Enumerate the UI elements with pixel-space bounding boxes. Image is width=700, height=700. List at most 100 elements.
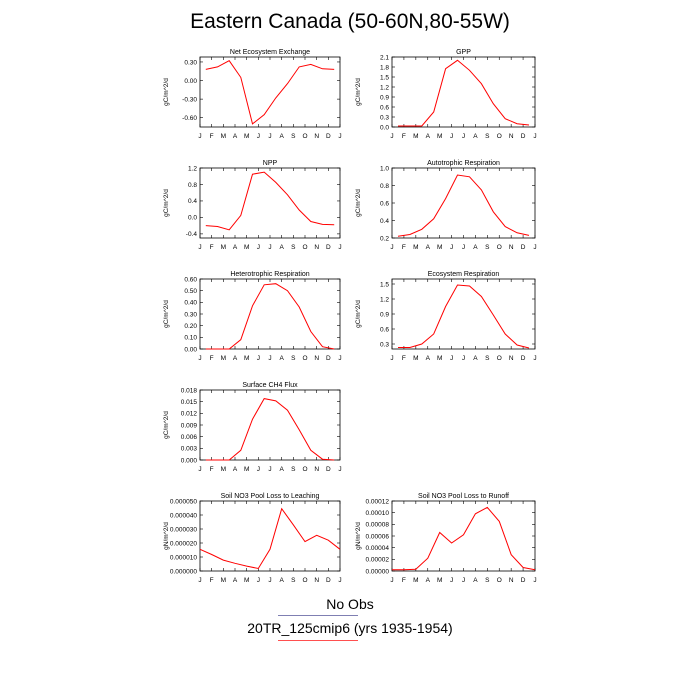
- x-tick-label: N: [509, 577, 514, 584]
- chart-panel-8: Soil NO3 Pool Loss to LeachinggN/m^2/d0.…: [163, 493, 342, 584]
- y-tick-label: 0.60: [184, 276, 197, 283]
- chart-panel-1: Net Ecosystem Exchange gC/m^2/d 0.30 0.00 -0…: [163, 49, 342, 140]
- x-tick-label: S: [485, 577, 490, 584]
- chart-title: Autotrophic Respiration: [427, 160, 500, 167]
- x-tick-label: J: [198, 466, 201, 473]
- y-tick-label: 0.0: [188, 215, 197, 222]
- x-tick-label: J: [450, 244, 453, 251]
- y-tick-label: 0.006: [181, 434, 198, 441]
- y-axis-label: gC/m^2/d: [163, 300, 170, 328]
- x-tick-label: F: [210, 466, 214, 473]
- y-tick-label: 0.00000: [366, 568, 390, 575]
- x-tick-label: J: [257, 577, 260, 584]
- x-tick-label: O: [302, 244, 307, 251]
- x-tick-label: M: [437, 355, 442, 362]
- y-tick-label: 0.3: [380, 341, 389, 348]
- x-tick-label: N: [314, 133, 319, 140]
- x-tick-label: A: [426, 133, 431, 140]
- x-tick-label: S: [291, 355, 296, 362]
- x-tick-label: O: [497, 133, 502, 140]
- x-tick-label: M: [244, 244, 249, 251]
- x-tick-label: A: [233, 355, 238, 362]
- y-tick-label: 0.9: [380, 94, 389, 101]
- x-tick-label: M: [413, 244, 418, 251]
- x-tick-label: D: [521, 355, 526, 362]
- series-line: [205, 283, 335, 350]
- y-tick-label: 0.015: [181, 399, 198, 406]
- y-tick-label: 1.2: [380, 296, 389, 303]
- x-tick-label: M: [413, 355, 418, 362]
- x-tick-label: M: [221, 466, 226, 473]
- y-tick-label: 0.10: [184, 335, 197, 342]
- y-tick-label: 0.9: [380, 311, 389, 318]
- y-axis-label: gC/m^2/d: [355, 189, 362, 217]
- x-tick-label: J: [338, 133, 341, 140]
- y-tick-label: 0.003: [181, 446, 198, 453]
- x-tick-label: S: [291, 244, 296, 251]
- y-tick-label: 1.2: [380, 84, 389, 91]
- y-axis-label: gN/m^2/d: [355, 522, 362, 550]
- plot-frame: [391, 56, 536, 128]
- chart-title: GPP: [456, 49, 471, 56]
- chart-panel-7: Surface CH4 Flux gC/m^2/d 0.000 0.003 0.006 0…: [163, 382, 342, 473]
- x-tick-label: A: [426, 577, 431, 584]
- y-tick-label: 1.5: [380, 74, 389, 81]
- series-line: [205, 398, 335, 461]
- y-tick-label: 0.000: [181, 457, 198, 464]
- y-tick-label: 1.2: [188, 165, 197, 172]
- x-tick-label: J: [257, 133, 260, 140]
- x-tick-label: J: [198, 577, 201, 584]
- x-tick-label: A: [473, 577, 478, 584]
- x-tick-label: M: [221, 133, 226, 140]
- page-title: Eastern Canada (50-60N,80-55W): [190, 10, 510, 33]
- legend-obs-line: [278, 615, 358, 616]
- y-tick-label: 0.40: [184, 300, 197, 307]
- x-tick-label: J: [390, 133, 393, 140]
- x-tick-label: F: [402, 244, 406, 251]
- x-tick-label: A: [426, 355, 431, 362]
- y-tick-label: 1.5: [380, 281, 389, 288]
- x-tick-label: M: [244, 133, 249, 140]
- x-tick-label: M: [413, 133, 418, 140]
- chart-title: NPP: [263, 160, 278, 167]
- x-tick-label: D: [326, 244, 331, 251]
- x-tick-label: S: [485, 244, 490, 251]
- plot-frame: [199, 278, 341, 350]
- y-tick-label: 0.30: [184, 311, 197, 318]
- x-tick-label: J: [268, 466, 271, 473]
- x-tick-label: A: [233, 133, 238, 140]
- series-line: [392, 506, 536, 571]
- legend-model-line: [278, 640, 358, 641]
- x-tick-label: N: [314, 244, 319, 251]
- x-tick-label: O: [302, 577, 307, 584]
- x-tick-label: S: [291, 133, 296, 140]
- x-tick-label: O: [497, 577, 502, 584]
- x-tick-label: J: [533, 244, 536, 251]
- x-tick-label: O: [497, 244, 502, 251]
- x-tick-label: J: [462, 133, 465, 140]
- y-tick-label: 0.6: [380, 104, 389, 111]
- x-tick-label: J: [338, 355, 341, 362]
- x-tick-label: J: [338, 466, 341, 473]
- series-line: [205, 60, 335, 125]
- x-tick-label: O: [302, 355, 307, 362]
- x-tick-label: J: [390, 577, 393, 584]
- x-tick-label: M: [437, 133, 442, 140]
- x-tick-label: J: [450, 355, 453, 362]
- y-tick-label: -0.4: [186, 231, 198, 238]
- y-tick-label: 0.000010: [170, 554, 197, 561]
- x-tick-label: F: [402, 133, 406, 140]
- x-tick-label: O: [302, 133, 307, 140]
- plot-frame: [391, 278, 536, 350]
- x-tick-label: J: [533, 577, 536, 584]
- x-tick-label: J: [390, 355, 393, 362]
- x-tick-label: J: [198, 133, 201, 140]
- x-tick-label: J: [198, 244, 201, 251]
- x-tick-label: S: [291, 577, 296, 584]
- y-tick-label: 0.00008: [366, 522, 390, 529]
- x-tick-label: S: [485, 355, 490, 362]
- x-tick-label: F: [402, 355, 406, 362]
- x-tick-label: F: [210, 244, 214, 251]
- x-tick-label: J: [268, 133, 271, 140]
